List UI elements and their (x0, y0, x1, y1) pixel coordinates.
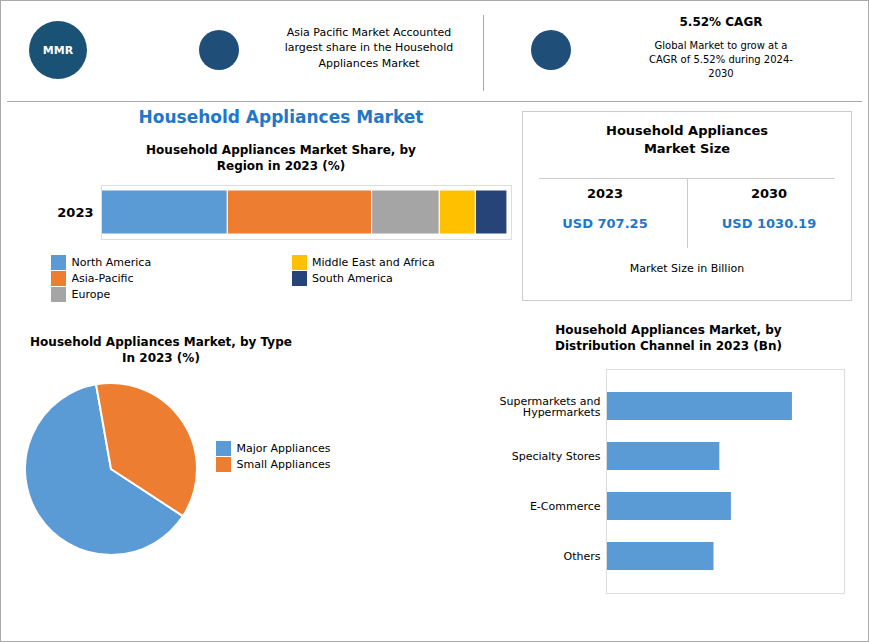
html-text:Europe: Europe (71, 288, 111, 301)
html-text:Small Appliances: Small Appliances (236, 458, 331, 471)
svg-text:Supermarkets andHypermarkets: Supermarkets andHypermarkets (500, 395, 601, 419)
html-text:Household Appliances Market: Household Appliances Market (138, 107, 424, 127)
html-text:Household Appliances Market, b: Household Appliances Market, by Distribu… (555, 323, 782, 353)
html-text:Household Appliances Market Si: Household Appliances Market Size (606, 123, 768, 156)
html-text:Asia Pacific Market Accounted: Asia Pacific Market Accounted largest sh… (284, 26, 454, 70)
svg-text:Specialty Stores: Specialty Stores (512, 450, 601, 463)
html-text:2023: 2023 (586, 186, 624, 201)
html-text:5.52% CAGR: 5.52% CAGR (679, 15, 763, 29)
html-text:USD 1030.19: USD 1030.19 (721, 216, 817, 231)
html-text:South America: South America (312, 272, 393, 285)
html-text:North America: North America (71, 256, 152, 269)
html-text:Household Appliances Market, b: Household Appliances Market, by Type In … (30, 335, 292, 365)
html-text:Middle East and Africa: Middle East and Africa (312, 256, 435, 269)
html-text:USD 707.25: USD 707.25 (562, 216, 648, 231)
html-text:MMR: MMR (42, 43, 74, 57)
html-text:Asia-Pacific: Asia-Pacific (71, 272, 134, 285)
html-text:Market Size in Billion: Market Size in Billion (629, 262, 745, 275)
html-text:Major Appliances: Major Appliances (236, 442, 331, 455)
html-text:Global Market to grow at a CAG: Global Market to grow at a CAGR of 5.52%… (649, 40, 793, 79)
svg-text:E-Commerce: E-Commerce (530, 500, 601, 513)
html-text:Household Appliances Market Sh: Household Appliances Market Share, by Re… (146, 143, 416, 173)
html-text:2030: 2030 (750, 186, 788, 201)
svg-text:Others: Others (564, 550, 601, 563)
svg-text:2023: 2023 (57, 205, 93, 220)
